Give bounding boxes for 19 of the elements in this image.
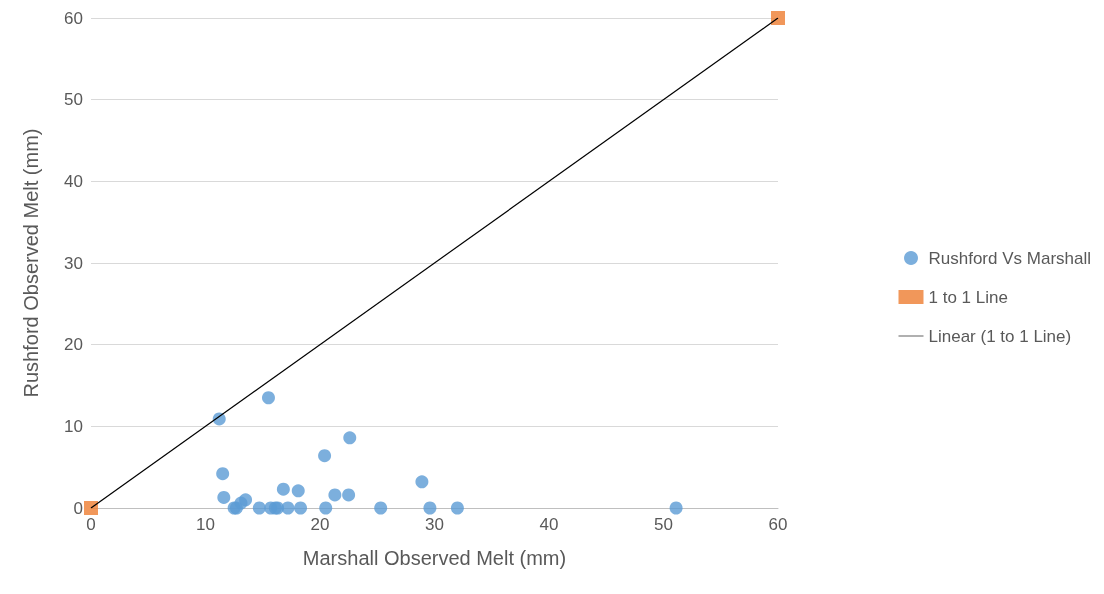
x-tick-label: 10	[196, 515, 215, 534]
y-axis-title: Rushford Observed Melt (mm)	[20, 128, 42, 398]
x-tick-label: 30	[425, 515, 444, 534]
y-tick-label: 60	[64, 8, 83, 28]
legend-label: Rushford Vs Marshall	[928, 248, 1092, 268]
x-axis-title: Marshall Observed Melt (mm)	[302, 547, 567, 569]
x-tick-label: 20	[310, 515, 330, 534]
legend-label: Linear (1 to 1 Line)	[928, 326, 1072, 346]
y-tick-label: 40	[64, 171, 83, 191]
y-tick-label: 10	[64, 416, 83, 436]
x-tick-label: 0	[86, 515, 96, 534]
x-tick-label: 40	[539, 515, 559, 534]
y-tick-label: 0	[73, 498, 83, 518]
y-tick-label: 30	[64, 253, 83, 273]
x-tick-label: 50	[654, 515, 673, 534]
y-tick-label: 50	[64, 90, 83, 110]
y-tick-label: 20	[64, 335, 83, 355]
x-tick-label: 60	[768, 515, 788, 534]
legend-label: 1 to 1 Line	[928, 287, 1008, 307]
